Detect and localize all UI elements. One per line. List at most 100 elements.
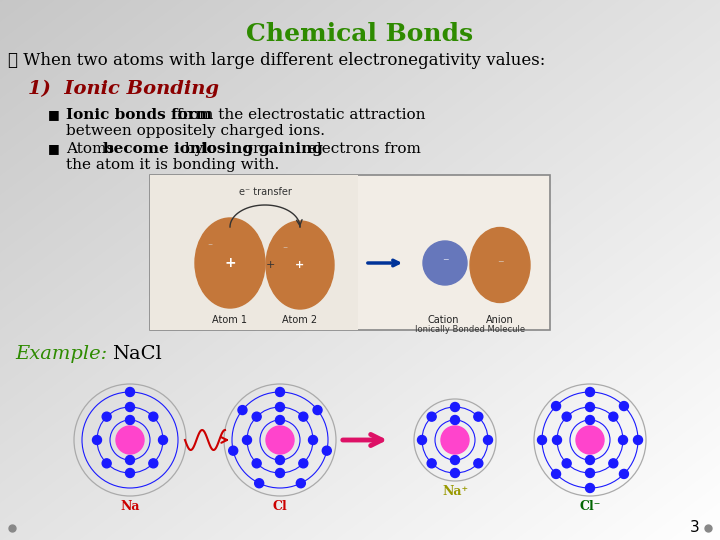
Circle shape: [562, 412, 571, 421]
Circle shape: [116, 426, 144, 454]
Circle shape: [576, 426, 604, 454]
Circle shape: [313, 406, 322, 415]
Circle shape: [102, 459, 111, 468]
Circle shape: [102, 412, 111, 421]
Text: by: by: [180, 142, 208, 156]
Text: ⁻: ⁻: [282, 245, 287, 255]
Circle shape: [552, 435, 562, 444]
Circle shape: [552, 402, 561, 410]
Circle shape: [552, 469, 561, 478]
Text: losing: losing: [201, 142, 253, 156]
Circle shape: [255, 479, 264, 488]
Circle shape: [585, 415, 595, 424]
Circle shape: [158, 435, 168, 444]
Circle shape: [92, 435, 102, 444]
FancyBboxPatch shape: [150, 175, 358, 330]
Text: electrons from: electrons from: [303, 142, 421, 156]
Text: ⁻: ⁻: [207, 242, 212, 252]
Circle shape: [634, 435, 642, 444]
Text: Cl⁻: Cl⁻: [580, 500, 600, 513]
Circle shape: [619, 402, 629, 410]
Text: ⁻: ⁻: [497, 259, 503, 272]
Text: e⁻ transfer: e⁻ transfer: [238, 187, 292, 197]
Circle shape: [229, 446, 238, 455]
Circle shape: [125, 456, 135, 464]
Text: gaining: gaining: [258, 142, 323, 156]
Circle shape: [299, 459, 308, 468]
Circle shape: [451, 469, 459, 477]
Text: Atom 1: Atom 1: [212, 315, 248, 325]
Circle shape: [276, 469, 284, 477]
Circle shape: [423, 241, 467, 285]
Ellipse shape: [266, 221, 334, 309]
Circle shape: [609, 459, 618, 468]
Text: +: +: [265, 260, 275, 270]
Text: Atoms: Atoms: [66, 142, 119, 156]
Text: ✓ When two atoms with large different electronegativity values:: ✓ When two atoms with large different el…: [8, 52, 545, 69]
Circle shape: [562, 459, 571, 468]
Circle shape: [451, 456, 459, 464]
Circle shape: [585, 388, 595, 396]
Circle shape: [125, 402, 135, 411]
Circle shape: [585, 483, 595, 492]
Circle shape: [308, 435, 318, 444]
Circle shape: [451, 402, 459, 411]
Text: +: +: [224, 256, 236, 270]
Text: ■: ■: [48, 142, 60, 155]
Circle shape: [238, 406, 247, 415]
Circle shape: [538, 435, 546, 444]
Text: NaCl: NaCl: [112, 345, 162, 363]
Text: or: or: [239, 142, 265, 156]
Circle shape: [585, 469, 595, 477]
Circle shape: [125, 388, 135, 396]
Circle shape: [427, 459, 436, 468]
Circle shape: [297, 479, 305, 488]
Text: Chemical Bonds: Chemical Bonds: [246, 22, 474, 46]
Circle shape: [149, 459, 158, 468]
Text: Na: Na: [120, 500, 140, 513]
Circle shape: [585, 456, 595, 464]
Text: Example:: Example:: [15, 345, 107, 363]
Circle shape: [276, 402, 284, 411]
Circle shape: [484, 435, 492, 444]
Circle shape: [609, 412, 618, 421]
Circle shape: [474, 459, 483, 468]
Text: Cation: Cation: [427, 315, 459, 325]
Circle shape: [125, 469, 135, 477]
FancyBboxPatch shape: [150, 175, 550, 330]
Circle shape: [276, 456, 284, 464]
Circle shape: [474, 412, 483, 421]
Circle shape: [427, 412, 436, 421]
Text: +: +: [295, 260, 305, 270]
Text: Anion: Anion: [486, 315, 514, 325]
Text: become ionic: become ionic: [103, 142, 216, 156]
Circle shape: [618, 435, 628, 444]
Text: 1)  Ionic Bonding: 1) Ionic Bonding: [28, 80, 219, 98]
Text: the atom it is bonding with.: the atom it is bonding with.: [66, 158, 279, 172]
Text: Cl: Cl: [273, 500, 287, 513]
Ellipse shape: [470, 227, 530, 302]
Circle shape: [418, 435, 426, 444]
Text: Ionic bonds form: Ionic bonds form: [66, 108, 212, 122]
Circle shape: [243, 435, 251, 444]
Circle shape: [252, 412, 261, 421]
Text: between oppositely charged ions.: between oppositely charged ions.: [66, 124, 325, 138]
Circle shape: [585, 402, 595, 411]
Text: 3: 3: [690, 521, 700, 536]
Text: ■: ■: [48, 108, 60, 121]
Text: Na⁺: Na⁺: [442, 485, 468, 498]
Circle shape: [276, 388, 284, 396]
Circle shape: [252, 459, 261, 468]
Text: ⁻: ⁻: [441, 256, 449, 269]
Circle shape: [125, 415, 135, 424]
Circle shape: [619, 469, 629, 478]
Circle shape: [149, 412, 158, 421]
Text: Ionically Bonded Molecule: Ionically Bonded Molecule: [415, 325, 525, 334]
Circle shape: [276, 415, 284, 424]
Circle shape: [299, 412, 308, 421]
Ellipse shape: [195, 218, 265, 308]
Circle shape: [451, 415, 459, 424]
Circle shape: [323, 446, 331, 455]
Text: Atom 2: Atom 2: [282, 315, 318, 325]
Text: from the electrostatic attraction: from the electrostatic attraction: [172, 108, 426, 122]
